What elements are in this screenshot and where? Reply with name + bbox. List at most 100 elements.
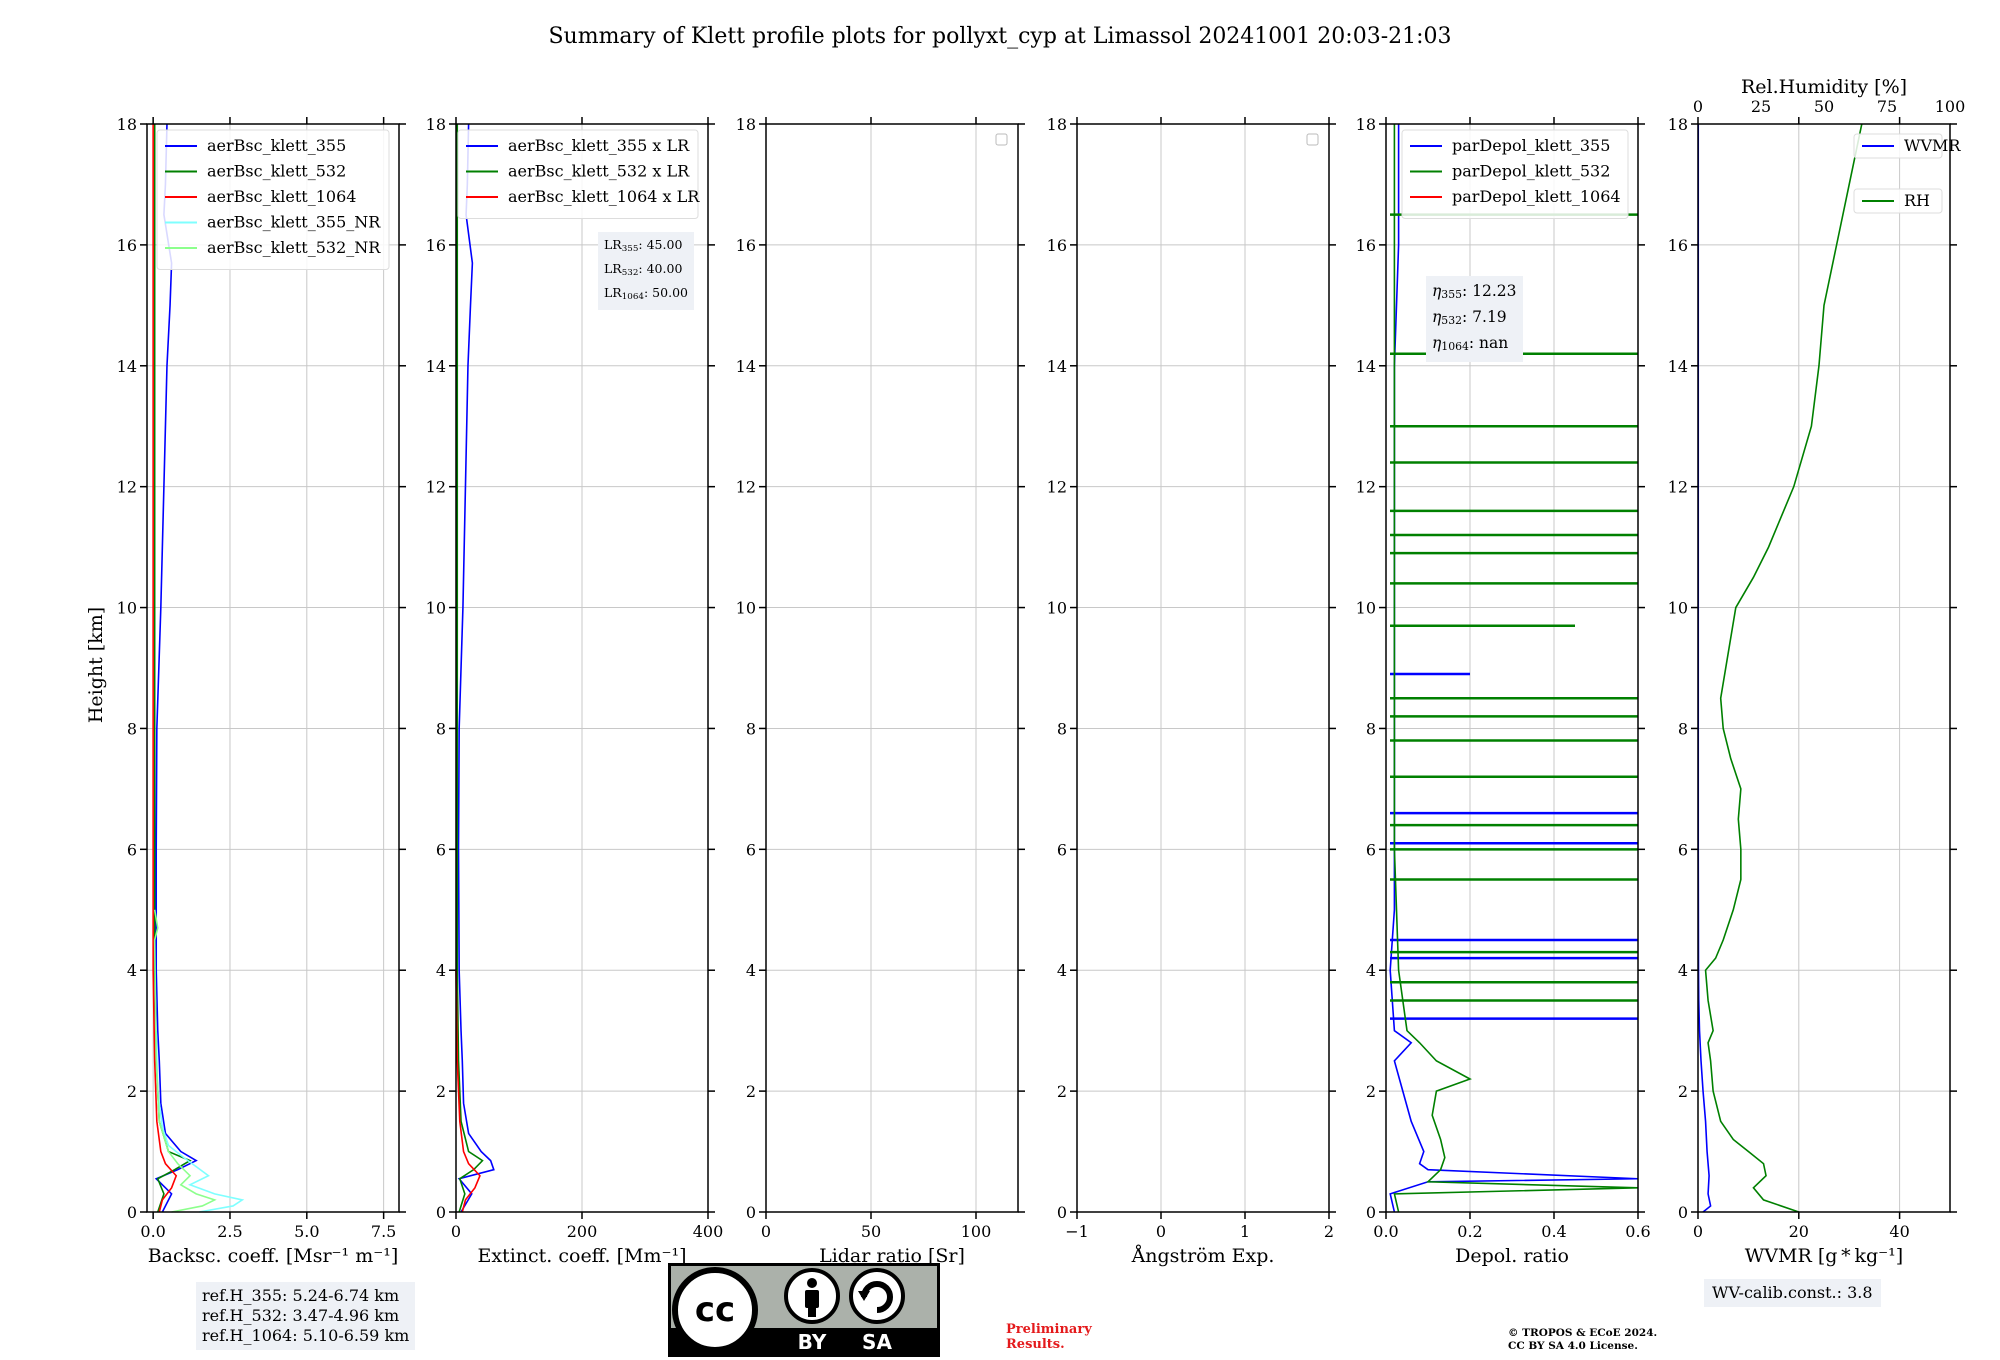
series-line-RH [1704,123,1863,1213]
x-tick-label: 200 [567,1222,598,1241]
y-tick-label: 10 [1356,599,1376,618]
legend-box [457,129,699,219]
series-line-aerBsc_klett_1064 x LR [455,970,481,1213]
series-line-aerBsc_klett_532 [153,124,192,1213]
y-tick-label: 10 [117,599,137,618]
y-tick-label: 2 [1678,1082,1688,1101]
y-tick-label: 14 [1668,357,1688,376]
y-tick-label: 16 [1047,236,1067,255]
y-tick-label: 4 [1678,961,1688,980]
y-tick-label: 8 [127,719,137,738]
x-tick-label: 7.5 [371,1222,396,1241]
y-tick-label: 2 [1057,1082,1067,1101]
y-tick-label: 14 [1356,357,1376,376]
ref-height-532: ref.H_532: 3.47-4.96 km [202,1306,400,1325]
legend-box [1853,188,1943,214]
x-tick-label: −1 [1065,1222,1089,1241]
wv-calibration-box: WV-calib.const.: 3.8 [1704,1279,1881,1307]
y-tick-label: 0 [127,1203,137,1222]
y-tick-label: 14 [426,357,446,376]
legend-entry: aerBsc_klett_1064 [207,187,356,206]
series-line-aerBsc_klett_355 [154,123,198,1213]
eta-sub-355: 355 [1441,288,1462,301]
x-axis-label: Lidar ratio [Sr] [819,1245,965,1267]
eta-sub-532: 532 [1441,314,1462,327]
share-alike-arrow-icon [861,1281,893,1313]
person-legs-icon [808,1305,816,1317]
y-tick-label: 8 [1678,719,1688,738]
axes-frame [1076,123,1330,1213]
copyright-line-2: CC BY SA 4.0 License. [1508,1340,1638,1352]
x-tick-label: 20 [1789,1222,1809,1241]
y-tick-label: 6 [436,840,446,859]
wv-calibration-text: WV-calib.const.: 3.8 [1712,1283,1873,1302]
legend-entry: aerBsc_klett_532_NR [207,238,381,257]
y-tick-label: 8 [1366,719,1376,738]
reference-heights-box: ref.H_355: 5.24-6.74 km ref.H_532: 3.47-… [196,1282,416,1350]
y-tick-label: 12 [1668,478,1688,497]
y-tick-label: 16 [736,236,756,255]
y-tick-label: 2 [436,1082,446,1101]
legend: aerBsc_klett_355 aerBsc_klett_532 aerBsc_k… [156,129,390,270]
x-tick-label: 50 [861,1222,881,1241]
x-tick-label: 0.6 [1625,1222,1650,1241]
series-line-parDepol_klett_532 [1393,124,1639,1213]
y-tick-label: 16 [426,236,446,255]
figure-title: Summary of Klett profile plots for polly… [548,24,1451,49]
y-tick-label: 16 [117,236,137,255]
copyright-line-1: © TROPOS & ECoE 2024. [1508,1327,1658,1339]
axes-frame [1697,123,1951,1213]
top-x-tick-label: 50 [1814,97,1834,116]
lr-value-532: : 40.00 [638,261,683,276]
panel-3: 0 50 100 0 2 4 6 8 10 12 14 16 18 Lidar ratio [Sr] [736,115,1025,1267]
y-tick-label: 2 [127,1082,137,1101]
eta-value-355: : 12.23 [1462,282,1517,300]
x-tick-label: 1 [1240,1222,1250,1241]
empty-legend-box [995,133,1008,146]
x-tick-label: 400 [693,1222,724,1241]
eta-sub-1064: 1064 [1441,340,1469,353]
x-tick-label: 0 [1693,1222,1703,1241]
eta-symbol: η [1432,282,1442,300]
x-tick-label: 0.0 [1373,1222,1398,1241]
x-tick-label: 2.5 [217,1222,242,1241]
legend-entry: parDepol_klett_1064 [1452,187,1621,206]
x-tick-label: 5.0 [294,1222,319,1241]
x-axis-label: Backsc. coeff. [Msr⁻¹ m⁻¹] [148,1245,399,1267]
y-axis-label: Height [km] [85,607,107,723]
preliminary-line-1: Preliminary [1006,1322,1092,1337]
lr-sub-1064: 1064 [621,292,644,302]
legend: WVMR RH [1853,133,1961,214]
preliminary-line-2: Results. [1006,1337,1065,1352]
cc-license-badge: cc BY SA [668,1263,940,1357]
axes-frame [1385,123,1639,1213]
panel-1: 0.0 2.5 5.0 7.5 0 2 4 6 8 10 12 14 16 18 Backsc. coeff… [117,115,406,1267]
axes-frame [146,123,400,1213]
eta-symbol: η [1432,334,1442,352]
ref-height-1064: ref.H_1064: 5.10-6.59 km [202,1326,410,1345]
empty-legend-box [1306,133,1319,146]
y-tick-label: 4 [1366,961,1376,980]
x-axis-label: WVMR [g * kg⁻¹] [1745,1245,1903,1267]
legend: aerBsc_klett_355 x LR aerBsc_klett_532 x … [457,129,700,219]
axes-frame [765,123,1019,1213]
y-tick-label: 8 [746,719,756,738]
lr-value-355: : 45.00 [638,237,683,252]
y-tick-label: 0 [1366,1203,1376,1222]
y-tick-label: 4 [1057,961,1067,980]
y-tick-label: 14 [1047,357,1067,376]
lr-symbol: LR [604,261,622,276]
person-body-icon [805,1290,819,1308]
y-tick-label: 18 [1356,115,1376,134]
x-tick-label: 0.4 [1541,1222,1566,1241]
y-tick-label: 12 [426,478,446,497]
top-x-tick-label: 25 [1751,97,1771,116]
person-head-icon [807,1278,817,1288]
share-alike-icon [849,1268,905,1324]
share-alike-arrowhead-icon [858,1291,870,1301]
ref-height-355: ref.H_355: 5.24-6.74 km [202,1286,400,1305]
legend-box [156,129,390,270]
legend-entry: aerBsc_klett_532 [207,162,346,181]
